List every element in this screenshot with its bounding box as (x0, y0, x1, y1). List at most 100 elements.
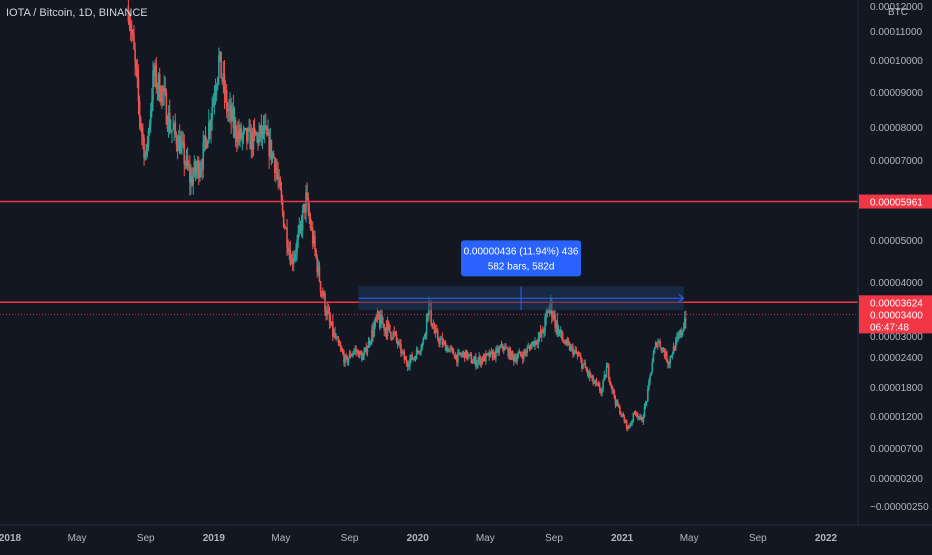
measure-arrow-head-icon (678, 293, 685, 303)
candle (514, 353, 516, 363)
candle-body (328, 313, 331, 322)
candle-body (136, 69, 139, 79)
candle (256, 131, 258, 144)
candle (479, 355, 482, 368)
candle-body (388, 324, 391, 333)
candle-body (296, 239, 298, 253)
candle (544, 313, 546, 337)
candle-body (469, 354, 472, 356)
candle-body (416, 349, 419, 352)
candle-body (648, 380, 650, 389)
candle (555, 319, 558, 335)
candle (506, 346, 508, 350)
candle-body (566, 339, 569, 342)
candle-body (153, 70, 155, 77)
lower-level-price-badge-label: 0.00003624 (870, 298, 923, 309)
candle (152, 61, 154, 112)
candle (445, 345, 448, 353)
candle-body (462, 352, 465, 354)
candle-body (510, 351, 513, 359)
candle (242, 125, 245, 145)
candle-body (383, 324, 386, 331)
candle-body (349, 353, 352, 357)
candle (485, 350, 487, 365)
candle (663, 348, 666, 359)
candle-body (563, 340, 565, 344)
candle (680, 327, 683, 339)
candle (611, 385, 613, 395)
candle (277, 161, 279, 190)
candle (203, 135, 206, 152)
candle (572, 343, 574, 358)
candle-body (281, 199, 284, 212)
candle-body (505, 346, 507, 349)
candle-body (592, 375, 594, 384)
candle (558, 329, 561, 337)
candle-body (573, 350, 575, 355)
candle (220, 51, 222, 79)
candle (407, 360, 410, 370)
candle-body (558, 329, 561, 333)
candle (270, 139, 273, 166)
candle (294, 249, 296, 262)
candle (457, 348, 459, 367)
candle (346, 355, 349, 366)
candle-body (487, 352, 489, 354)
candle (626, 425, 629, 432)
candle (273, 156, 276, 182)
candle-body (339, 345, 342, 349)
candle-body (361, 353, 363, 361)
candle-body (413, 357, 416, 359)
candle-body (610, 383, 612, 386)
candle (533, 341, 535, 347)
candle-body (660, 347, 663, 351)
candle (400, 339, 402, 358)
candle (151, 88, 153, 118)
candle-body (338, 343, 341, 346)
candle-body (186, 155, 189, 167)
candle-body (418, 351, 420, 353)
candle (353, 348, 355, 356)
candle-body (278, 178, 281, 180)
candle (259, 124, 262, 142)
candle-body (640, 415, 642, 419)
candle-body (432, 327, 435, 329)
candle (154, 59, 157, 88)
candle-body (622, 413, 625, 418)
candle (667, 359, 669, 369)
candle (623, 414, 626, 424)
candle-body (471, 362, 474, 364)
candle (464, 349, 467, 359)
candle (472, 356, 475, 364)
candle (286, 218, 288, 256)
candle (630, 421, 632, 427)
candle (215, 82, 218, 102)
candle-body (567, 341, 570, 344)
candle (339, 341, 342, 353)
candle-body (674, 340, 677, 351)
candle (295, 243, 297, 263)
candle-body (174, 123, 177, 135)
candle-body (142, 132, 144, 138)
candle (603, 370, 606, 382)
candle-body (382, 324, 384, 326)
candle (257, 131, 259, 151)
candle (314, 230, 316, 257)
candle (292, 250, 295, 272)
candle (596, 382, 599, 387)
candle (392, 330, 394, 340)
candle (197, 156, 200, 186)
candle (171, 130, 173, 144)
candle (317, 259, 320, 276)
candle-body (203, 135, 206, 143)
candle-body (348, 353, 351, 359)
candle (534, 337, 536, 351)
candle (193, 155, 196, 178)
candle-body (277, 174, 279, 180)
candle (651, 358, 654, 374)
candle (347, 357, 350, 366)
candle-body (498, 347, 501, 353)
price-tick-label: 0.00009000 (870, 88, 923, 99)
